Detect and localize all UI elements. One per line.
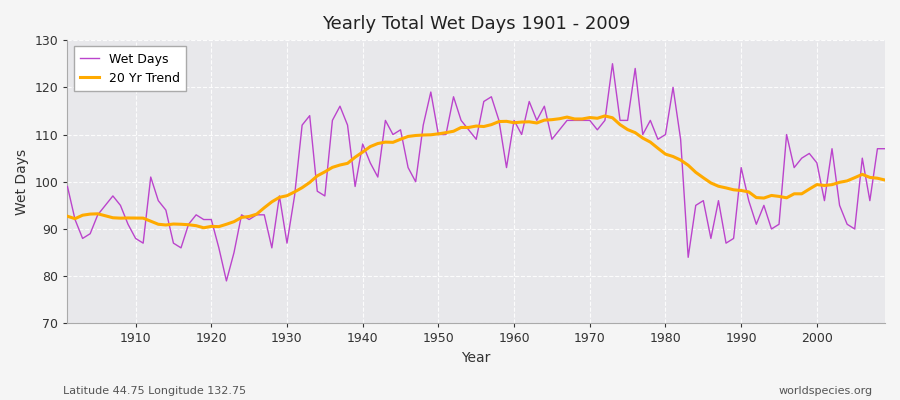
Wet Days (122, 222, 133, 227)
Wet Days (879, 146, 890, 151)
Wet Days (297, 123, 308, 128)
Text: Latitude 44.75 Longitude 132.75: Latitude 44.75 Longitude 132.75 (63, 386, 246, 396)
Wet Days (508, 118, 519, 123)
20 Yr Trend (599, 114, 610, 118)
Line: Wet Days: Wet Days (68, 64, 885, 281)
X-axis label: Year: Year (462, 351, 490, 365)
20 Yr Trend (342, 161, 353, 166)
20 Yr Trend (879, 178, 890, 182)
20 Yr Trend (62, 214, 73, 219)
Legend: Wet Days, 20 Yr Trend: Wet Days, 20 Yr Trend (74, 46, 186, 91)
Line: 20 Yr Trend: 20 Yr Trend (68, 116, 885, 228)
Title: Yearly Total Wet Days 1901 - 2009: Yearly Total Wet Days 1901 - 2009 (322, 15, 630, 33)
Wet Days (342, 123, 353, 128)
Wet Days (608, 61, 618, 66)
20 Yr Trend (517, 120, 527, 124)
Wet Days (615, 118, 626, 123)
Wet Days (517, 132, 527, 137)
Wet Days (221, 278, 232, 283)
20 Yr Trend (122, 216, 133, 220)
20 Yr Trend (508, 120, 519, 125)
20 Yr Trend (615, 122, 626, 127)
Wet Days (62, 184, 73, 189)
20 Yr Trend (198, 226, 209, 230)
20 Yr Trend (297, 185, 308, 190)
Y-axis label: Wet Days: Wet Days (15, 149, 29, 215)
Text: worldspecies.org: worldspecies.org (778, 386, 873, 396)
